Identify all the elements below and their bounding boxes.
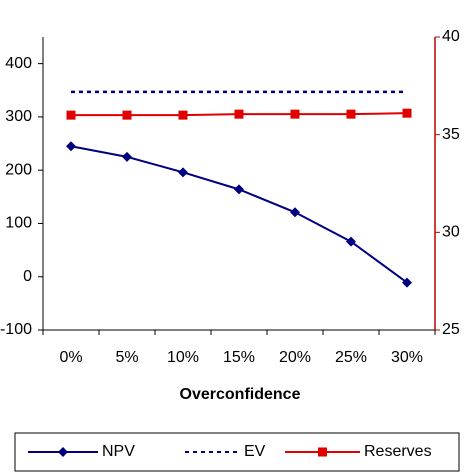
marker xyxy=(178,110,188,120)
x-tick-label: 5% xyxy=(115,349,138,366)
y-tick-label: 200 xyxy=(5,161,32,178)
marker xyxy=(346,236,356,247)
marker xyxy=(402,108,412,118)
legend-item: NPV xyxy=(28,443,135,460)
marker xyxy=(234,109,244,119)
marker xyxy=(318,447,327,457)
x-tick-label: 15% xyxy=(223,349,255,366)
y-tick-label: 100 xyxy=(5,215,32,232)
x-tick-label: 25% xyxy=(335,349,367,366)
x-tick-label: 10% xyxy=(167,349,199,366)
legend-label: NPV xyxy=(102,443,135,460)
marker xyxy=(58,447,68,457)
legend-item: EV xyxy=(185,443,266,460)
y2-tick-label: 30 xyxy=(442,224,460,241)
x-axis-label: Overconfidence xyxy=(180,386,301,403)
x-tick-label: 20% xyxy=(279,349,311,366)
marker xyxy=(346,109,356,119)
y2-tick-label: 40 xyxy=(442,28,460,45)
marker xyxy=(234,184,244,195)
y-tick-label: 0 xyxy=(23,268,32,285)
marker xyxy=(66,141,76,152)
y2-tick-label: 35 xyxy=(442,126,460,143)
x-tick-label: 0% xyxy=(59,349,82,366)
marker xyxy=(290,109,300,119)
y-tick-label: 300 xyxy=(5,108,32,125)
y-tick-label: 400 xyxy=(5,55,32,72)
x-tick-label: 30% xyxy=(391,349,423,366)
y-tick-label: -100 xyxy=(0,321,32,338)
legend-label: EV xyxy=(244,443,266,460)
marker xyxy=(122,151,132,162)
legend-item: Reserves xyxy=(285,443,432,460)
y2-tick-label: 25 xyxy=(442,321,460,338)
marker xyxy=(122,110,132,120)
marker xyxy=(402,277,412,288)
marker xyxy=(66,110,76,120)
marker xyxy=(178,167,188,178)
legend-label: Reserves xyxy=(364,443,432,460)
marker xyxy=(290,207,300,218)
